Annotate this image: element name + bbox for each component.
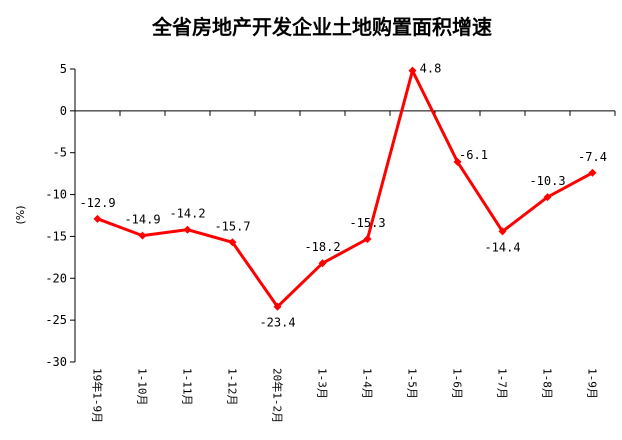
y-tick-label: -15 — [45, 229, 67, 243]
data-label: -18.2 — [304, 240, 340, 254]
y-tick-labels: 5 0 -5 -10 -15 -20 -25 -30 — [45, 62, 67, 369]
data-point — [183, 225, 192, 234]
y-tick-label: -5 — [53, 146, 67, 160]
x-tick-label: 1-11月 — [181, 368, 194, 406]
y-tick-label: 0 — [60, 104, 67, 118]
data-point — [93, 214, 102, 223]
data-point — [543, 193, 552, 202]
x-tick-label: 1-5月 — [406, 368, 419, 399]
x-tick-label: 1-9月 — [586, 368, 599, 399]
data-point — [498, 227, 507, 236]
axes — [70, 68, 616, 363]
x-tick-labels: 19年1-9月 1-10月 1-11月 1-12月 20年1-2月 1-3月 1-4月 1-5… — [91, 368, 599, 423]
x-tick-label: 1-3月 — [316, 368, 329, 399]
y-axis-label: (%) — [14, 205, 27, 224]
x-tick-label: 1-12月 — [226, 368, 239, 406]
x-tick-label: 1-10月 — [136, 368, 149, 406]
data-label: -7.4 — [578, 150, 607, 164]
data-label: -14.2 — [169, 207, 205, 221]
data-label: -14.4 — [484, 240, 520, 254]
data-point — [408, 66, 417, 75]
x-tick-label: 19年1-9月 — [91, 368, 105, 423]
y-tick-label: -30 — [45, 355, 67, 369]
x-tick-label: 1-4月 — [361, 368, 374, 399]
data-label: -12.9 — [79, 196, 115, 210]
data-point — [318, 259, 327, 268]
series-line — [96, 66, 594, 310]
data-label: -6.1 — [459, 148, 488, 162]
data-label: -14.9 — [124, 213, 160, 227]
y-tick-label: -20 — [45, 271, 67, 285]
data-markers — [93, 66, 597, 311]
x-tick-label: 1-8月 — [541, 368, 554, 399]
data-label: -10.3 — [529, 174, 565, 188]
data-labels: -12.9 -14.9 -14.2 -15.7 -23.4 -18.2 -15.3 4.8 -6… — [79, 62, 607, 330]
data-point — [273, 302, 282, 311]
data-label: 4.8 — [420, 62, 442, 76]
data-point — [588, 168, 597, 177]
y-tick-label: -10 — [45, 188, 67, 202]
data-point — [363, 234, 372, 243]
data-point — [138, 231, 147, 240]
x-tick-label: 20年1-2月 — [271, 368, 285, 423]
data-label: -23.4 — [259, 316, 295, 330]
x-tick-label: 1-7月 — [496, 368, 509, 399]
x-tick-label: 1-6月 — [451, 368, 464, 399]
chart-title: 全省房地产开发企业土地购置面积增速 — [151, 15, 492, 39]
data-point — [228, 238, 237, 247]
y-tick-label: -25 — [45, 313, 67, 327]
data-point — [453, 157, 462, 166]
y-tick-label: 5 — [60, 62, 67, 76]
data-label: -15.7 — [214, 219, 250, 233]
data-label: -15.3 — [349, 216, 385, 230]
